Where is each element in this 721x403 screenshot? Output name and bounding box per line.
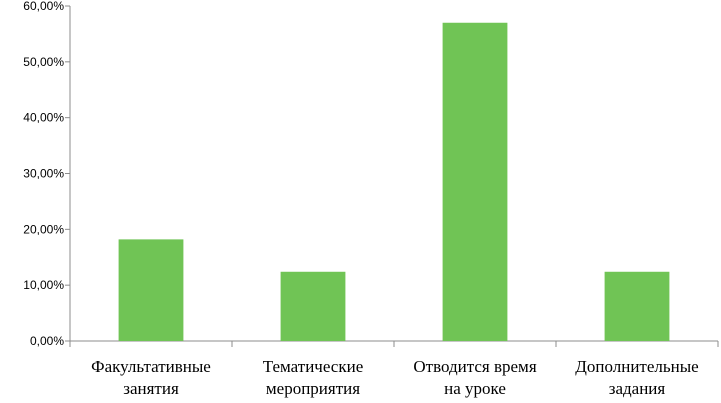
bar-2 bbox=[280, 271, 346, 341]
bar-3 bbox=[442, 22, 508, 341]
y-tick-label: 0,00% bbox=[30, 334, 64, 348]
category-label: Тематические bbox=[263, 357, 364, 376]
category-label: на уроке bbox=[444, 379, 506, 398]
bars bbox=[118, 22, 670, 341]
category-label: Дополнительные bbox=[575, 357, 698, 376]
y-tick-label: 30,00% bbox=[23, 167, 64, 181]
category-label: Факультативные bbox=[91, 357, 211, 376]
y-tick-label: 50,00% bbox=[23, 55, 64, 69]
category-label: мероприятия bbox=[266, 379, 360, 398]
bar-4 bbox=[604, 271, 670, 341]
y-tick-label: 20,00% bbox=[23, 222, 64, 236]
category-labels: Факультативные занятия Тематические меропри… bbox=[91, 357, 699, 398]
y-tick-label: 10,00% bbox=[23, 278, 64, 292]
category-label: Отводится время bbox=[413, 357, 536, 376]
category-label: занятия bbox=[123, 379, 179, 398]
category-label: задания bbox=[609, 379, 666, 398]
y-tick-label: 60,00% bbox=[23, 0, 64, 13]
x-axis bbox=[69, 340, 719, 347]
y-tick-label: 40,00% bbox=[23, 111, 64, 125]
bar-1 bbox=[118, 239, 184, 341]
y-axis: 0,00% 10,00% 20,00% 30,00% 40,00% 50,00% 60,00… bbox=[23, 0, 71, 348]
